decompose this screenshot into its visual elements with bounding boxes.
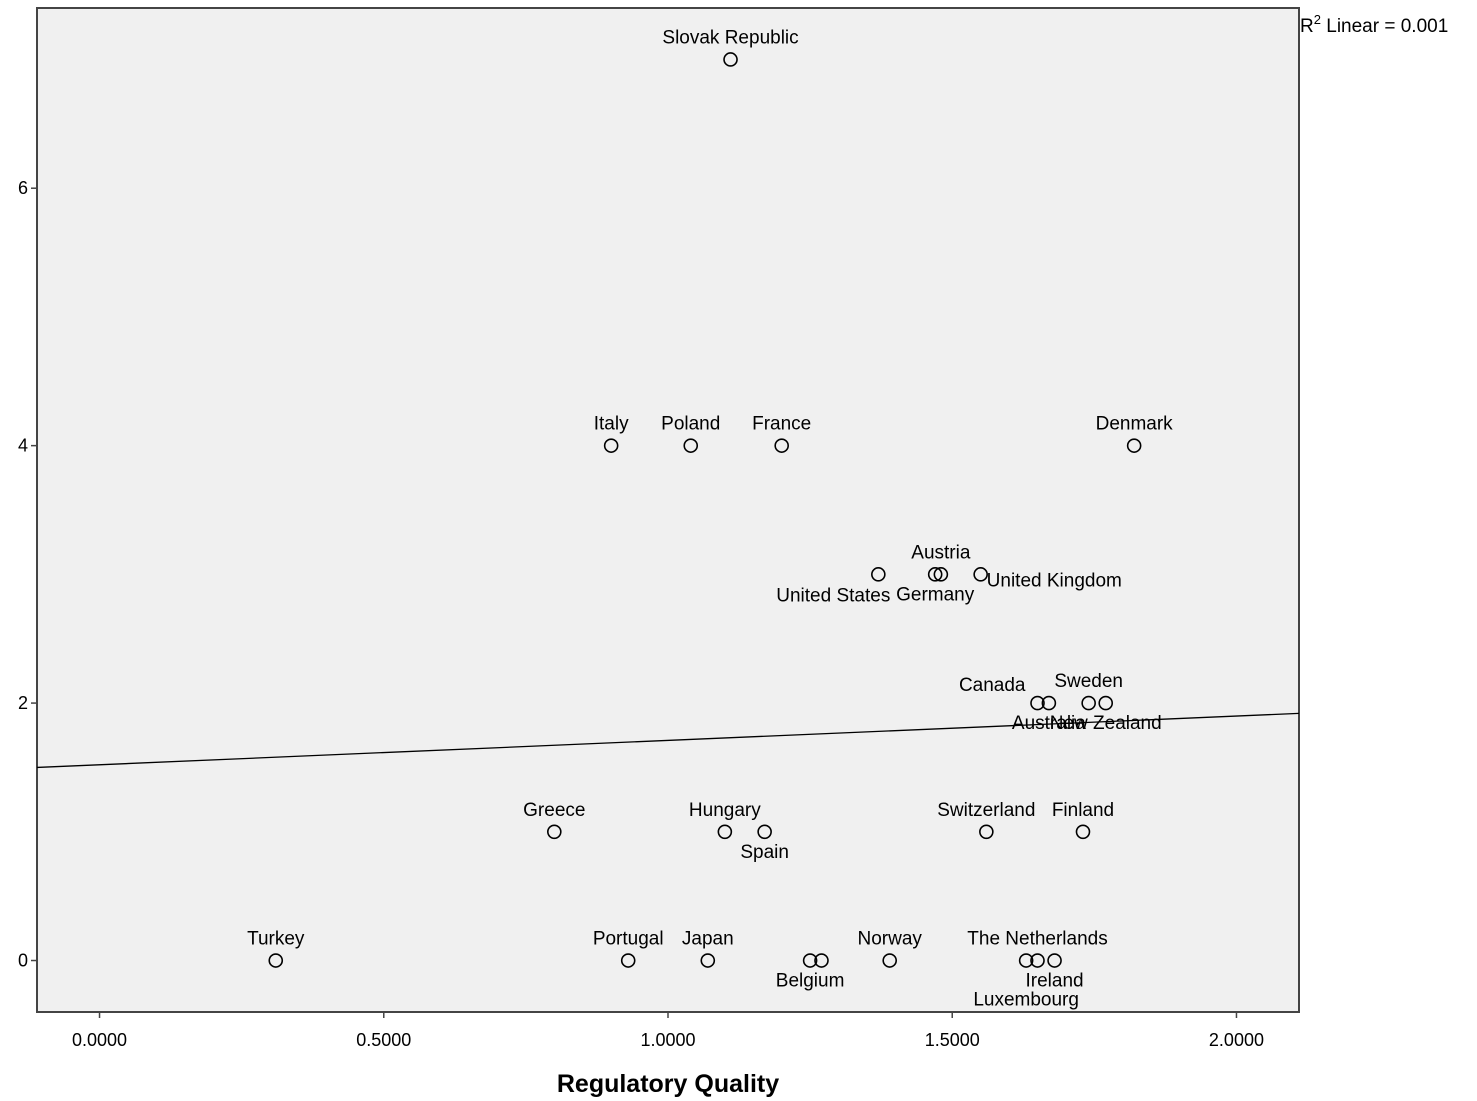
point-label: France bbox=[752, 414, 811, 435]
data-point bbox=[1030, 695, 1045, 711]
point-label: Ireland bbox=[1026, 971, 1084, 992]
linear-fit-line bbox=[36, 712, 1300, 769]
point-label: Portugal bbox=[593, 929, 664, 950]
data-point bbox=[547, 824, 562, 840]
point-label: The Netherlands bbox=[967, 929, 1107, 950]
x-axis: 0.0000 0.5000 1.0000 1.5000 2.0000 bbox=[72, 1012, 1264, 1050]
r2-label: R2 Linear = 0.001 bbox=[1300, 12, 1448, 37]
y-tick-label: 0 bbox=[18, 951, 28, 971]
data-point bbox=[620, 953, 636, 968]
x-tick-label: 2.0000 bbox=[1209, 1030, 1264, 1050]
point-label: Australia bbox=[1012, 713, 1086, 734]
point-label: Belgium bbox=[776, 971, 845, 992]
point-label: United Kingdom bbox=[987, 570, 1122, 591]
r2-label-rest: Linear = 0.001 bbox=[1321, 16, 1448, 37]
r2-label-r: R bbox=[1300, 16, 1314, 37]
y-tick-label: 4 bbox=[18, 436, 28, 456]
data-point bbox=[717, 824, 733, 840]
point-label: Austria bbox=[911, 542, 971, 563]
point-label: New Zealand bbox=[1050, 713, 1162, 734]
y-tick-label: 2 bbox=[18, 693, 28, 713]
data-point bbox=[933, 567, 949, 582]
point-label: Poland bbox=[661, 414, 720, 435]
data-point bbox=[882, 953, 898, 968]
r2-label-sup: 2 bbox=[1314, 12, 1321, 27]
x-tick-label: 1.0000 bbox=[640, 1030, 695, 1050]
point-labels: Slovak Republic Italy Poland France Denmark A… bbox=[247, 27, 1173, 1010]
data-point bbox=[979, 824, 994, 840]
point-label: Spain bbox=[740, 842, 789, 863]
data-point bbox=[1126, 438, 1142, 453]
point-label: Luxembourg bbox=[973, 990, 1079, 1011]
point-label: Greece bbox=[523, 800, 585, 821]
data-point bbox=[683, 438, 699, 453]
point-label: Italy bbox=[594, 414, 629, 435]
point-label: Canada bbox=[959, 675, 1026, 696]
data-point bbox=[871, 567, 886, 582]
data-point bbox=[723, 52, 738, 67]
x-axis-title: Regulatory Quality bbox=[557, 1070, 779, 1098]
point-label: Denmark bbox=[1096, 414, 1174, 435]
data-point bbox=[814, 953, 829, 968]
data-point bbox=[1018, 953, 1034, 968]
y-axis: 0 2 4 6 bbox=[18, 178, 37, 971]
data-point bbox=[1030, 953, 1045, 968]
x-tick-label: 0.5000 bbox=[356, 1030, 411, 1050]
point-label: Switzerland bbox=[937, 800, 1035, 821]
point-label: Finland bbox=[1052, 800, 1114, 821]
point-label: Norway bbox=[857, 929, 922, 950]
data-point bbox=[1041, 695, 1057, 711]
point-label: Turkey bbox=[247, 929, 305, 950]
data-point bbox=[1047, 953, 1062, 968]
data-point bbox=[757, 824, 772, 840]
data-point bbox=[1098, 695, 1114, 711]
data-point bbox=[268, 953, 284, 968]
point-label: United States bbox=[776, 585, 890, 606]
point-label: Germany bbox=[896, 584, 975, 605]
x-tick-label: 0.0000 bbox=[72, 1030, 127, 1050]
data-point bbox=[1081, 695, 1096, 711]
x-tick-label: 1.5000 bbox=[925, 1030, 980, 1050]
data-point bbox=[774, 438, 789, 453]
data-point bbox=[1075, 824, 1091, 840]
plot-area bbox=[36, 7, 1300, 1013]
data-point bbox=[927, 567, 943, 582]
point-label: Hungary bbox=[689, 800, 761, 821]
point-label: Sweden bbox=[1054, 671, 1123, 692]
data-point bbox=[603, 438, 619, 453]
y-tick-label: 6 bbox=[18, 178, 28, 198]
data-point bbox=[802, 953, 818, 968]
data-points bbox=[268, 52, 1142, 968]
point-label: Slovak Republic bbox=[662, 27, 798, 48]
data-point bbox=[700, 953, 716, 968]
point-label: Japan bbox=[682, 929, 734, 950]
data-point bbox=[973, 567, 988, 582]
